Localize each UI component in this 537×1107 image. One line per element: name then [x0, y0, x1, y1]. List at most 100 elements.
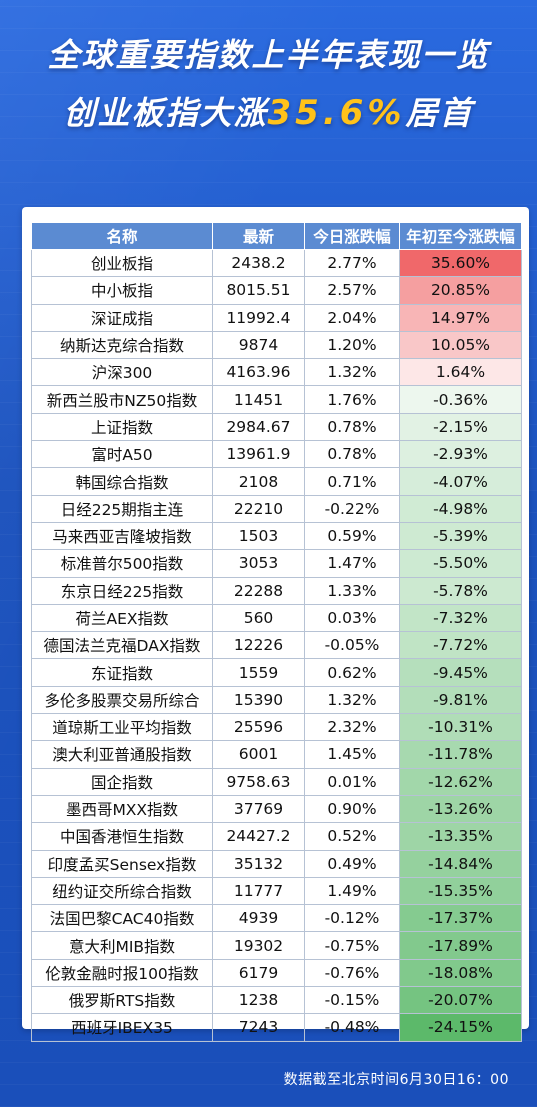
cell-latest: 1238 [212, 986, 305, 1015]
table-header-row: 名称 最新 今日涨跌幅 年初至今涨跌幅 [31, 222, 522, 250]
cell-today: -0.15% [304, 986, 400, 1015]
table-row: 马来西亚吉隆坡指数 1503 0.59% -5.39% [31, 521, 522, 551]
index-table: 名称 最新 今日涨跌幅 年初至今涨跌幅 创业板指 2438.2 2.77% 35.60… [31, 222, 522, 1042]
cell-ytd: -17.37% [399, 904, 522, 933]
cell-today: 1.45% [304, 740, 400, 769]
cell-ytd: 10.05% [399, 330, 522, 360]
cell-latest: 9874 [212, 330, 305, 360]
cell-name: 标准普尔500指数 [31, 549, 213, 578]
cell-latest: 22210 [212, 494, 305, 523]
cell-latest: 4939 [212, 904, 305, 933]
table-row: 西班牙IBEX35 7243 -0.48% -24.15% [31, 1013, 522, 1042]
cell-latest: 19302 [212, 931, 305, 960]
table-body: 创业板指 2438.2 2.77% 35.60% 中小板指 8015.51 2.57% 20.… [31, 248, 522, 1042]
cell-name: 道琼斯工业平均指数 [31, 713, 213, 742]
cell-today: 1.76% [304, 385, 400, 414]
cell-name: 韩国综合指数 [31, 467, 213, 496]
cell-today: 1.33% [304, 576, 400, 605]
index-table-card: 名称 最新 今日涨跌幅 年初至今涨跌幅 创业板指 2438.2 2.77% 35.60… [22, 207, 529, 1042]
cell-name: 荷兰AEX指数 [31, 603, 213, 633]
cell-today: -0.76% [304, 958, 400, 988]
cell-latest: 22288 [212, 576, 305, 605]
cell-ytd: -17.89% [399, 931, 522, 960]
cell-ytd: -4.07% [399, 467, 522, 496]
data-timestamp-note: 数据截至北京时间6月30日16：00 [283, 1072, 509, 1088]
cell-today: 0.62% [304, 658, 400, 687]
title-suffix: 居首 [405, 94, 474, 132]
cell-today: -0.12% [304, 904, 400, 933]
cell-ytd: -7.32% [399, 603, 522, 633]
table-row: 荷兰AEX指数 560 0.03% -7.32% [31, 603, 522, 633]
cell-today: -0.48% [304, 1013, 400, 1042]
cell-ytd: 20.85% [399, 276, 522, 305]
table-row: 法国巴黎CAC40指数 4939 -0.12% -17.37% [31, 904, 522, 933]
cell-latest: 11992.4 [212, 303, 305, 332]
cell-today: 1.32% [304, 685, 400, 715]
cell-latest: 12226 [212, 631, 305, 660]
cell-name: 中小板指 [31, 276, 213, 305]
cell-latest: 9758.63 [212, 767, 305, 796]
cell-ytd: -5.50% [399, 549, 522, 578]
cell-ytd: -5.39% [399, 521, 522, 551]
cell-ytd: -20.07% [399, 986, 522, 1015]
cell-today: 0.78% [304, 440, 400, 469]
cell-today: -0.22% [304, 494, 400, 523]
cell-latest: 560 [212, 603, 305, 633]
table-row: 东京日经225指数 22288 1.33% -5.78% [31, 576, 522, 605]
cell-name: 印度孟买Sensex指数 [31, 849, 213, 878]
table-row: 日经225期指主连 22210 -0.22% -4.98% [31, 494, 522, 523]
cell-name: 沪深300 [31, 358, 213, 387]
table-row: 深证成指 11992.4 2.04% 14.97% [31, 303, 522, 332]
cell-name: 日经225期指主连 [31, 494, 213, 523]
cell-today: -0.75% [304, 931, 400, 960]
table-row: 德国法兰克福DAX指数 12226 -0.05% -7.72% [31, 631, 522, 660]
cell-latest: 1559 [212, 658, 305, 687]
table-row: 多伦多股票交易所综合 15390 1.32% -9.81% [31, 685, 522, 715]
table-row: 国企指数 9758.63 0.01% -12.62% [31, 767, 522, 796]
cell-latest: 11451 [212, 385, 305, 414]
cell-ytd: -0.36% [399, 385, 522, 414]
column-header-latest: 最新 [212, 222, 305, 250]
cell-ytd: -9.45% [399, 658, 522, 687]
cell-latest: 2438.2 [212, 248, 305, 278]
cell-name: 新西兰股市NZ50指数 [31, 385, 213, 414]
cell-today: 0.59% [304, 521, 400, 551]
cell-latest: 37769 [212, 794, 305, 824]
cell-today: 1.32% [304, 358, 400, 387]
cell-name: 西班牙IBEX35 [31, 1013, 213, 1042]
cell-latest: 11777 [212, 876, 305, 906]
title-prefix: 创业板指大涨 [63, 94, 268, 132]
table-row: 纽约证交所综合指数 11777 1.49% -15.35% [31, 876, 522, 906]
cell-ytd: -12.62% [399, 767, 522, 796]
table-row: 标准普尔500指数 3053 1.47% -5.50% [31, 549, 522, 578]
cell-name: 上证指数 [31, 412, 213, 442]
cell-today: 0.90% [304, 794, 400, 824]
cell-ytd: 35.60% [399, 248, 522, 278]
cell-name: 创业板指 [31, 248, 213, 278]
cell-name: 多伦多股票交易所综合 [31, 685, 213, 715]
cell-ytd: -24.15% [399, 1013, 522, 1042]
cell-name: 意大利MIB指数 [31, 931, 213, 960]
cell-ytd: -13.35% [399, 822, 522, 851]
table-row: 富时A50 13961.9 0.78% -2.93% [31, 440, 522, 469]
cell-latest: 24427.2 [212, 822, 305, 851]
cell-today: 0.52% [304, 822, 400, 851]
cell-ytd: -14.84% [399, 849, 522, 878]
table-row: 澳大利亚普通股指数 6001 1.45% -11.78% [31, 740, 522, 769]
cell-name: 东证指数 [31, 658, 213, 687]
cell-latest: 35132 [212, 849, 305, 878]
table-row: 创业板指 2438.2 2.77% 35.60% [31, 248, 522, 278]
column-header-today: 今日涨跌幅 [304, 222, 400, 250]
cell-name: 法国巴黎CAC40指数 [31, 904, 213, 933]
column-header-name: 名称 [31, 222, 213, 250]
cell-latest: 3053 [212, 549, 305, 578]
cell-latest: 13961.9 [212, 440, 305, 469]
cell-name: 东京日经225指数 [31, 576, 213, 605]
cell-ytd: -5.78% [399, 576, 522, 605]
table-row: 道琼斯工业平均指数 25596 2.32% -10.31% [31, 713, 522, 742]
cell-latest: 15390 [212, 685, 305, 715]
cell-name: 深证成指 [31, 303, 213, 332]
cell-name: 中国香港恒生指数 [31, 822, 213, 851]
cell-ytd: -4.98% [399, 494, 522, 523]
cell-name: 德国法兰克福DAX指数 [31, 631, 213, 660]
